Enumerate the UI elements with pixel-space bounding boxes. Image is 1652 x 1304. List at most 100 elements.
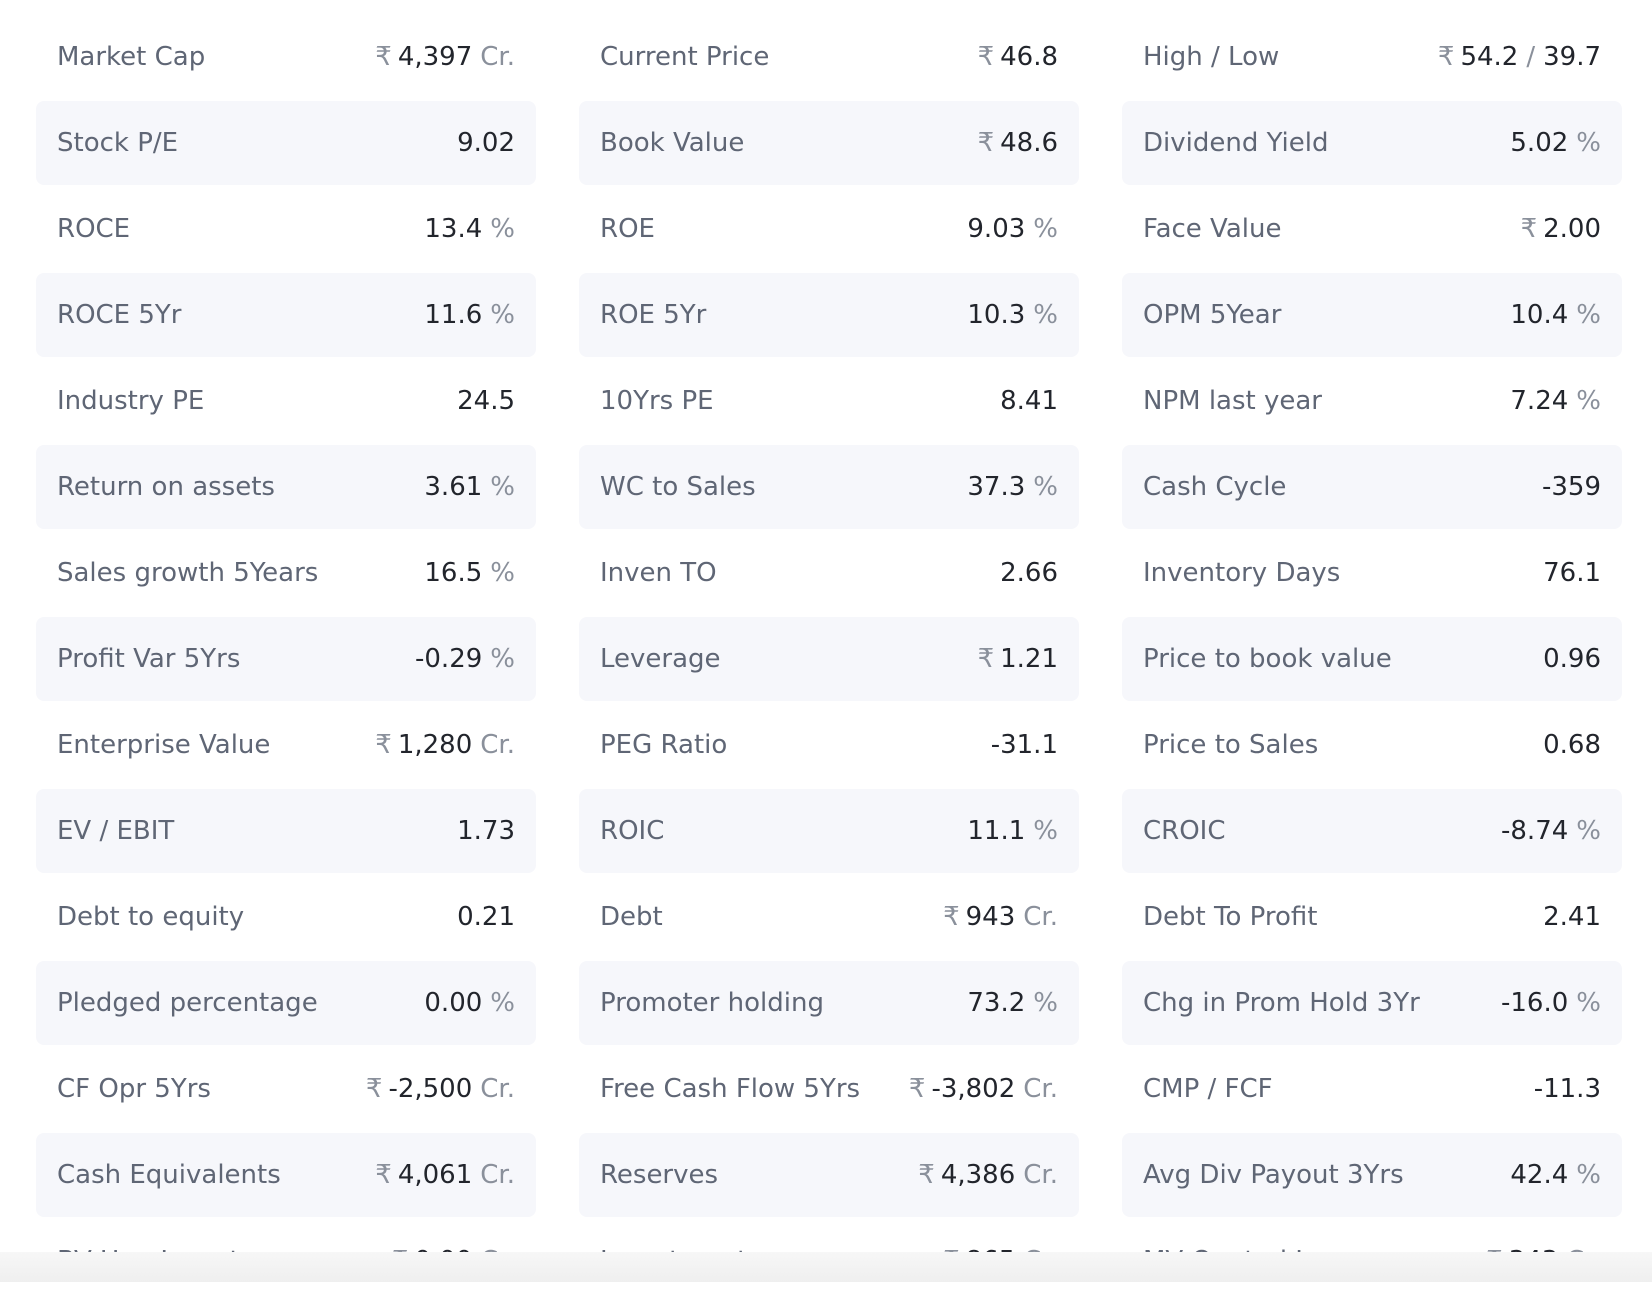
ratio-value: 13.4% (424, 214, 515, 244)
ratio-value: 7.24% (1510, 386, 1601, 416)
ratio-number: 2.41 (1543, 902, 1601, 932)
ratio-label: PEG Ratio (600, 730, 728, 760)
ratio-label: Book Value (600, 128, 745, 158)
ratio-unit: % (490, 644, 515, 674)
ratio-value: 0.00% (424, 988, 515, 1018)
ratio-item: ROE 5Yr 10.3% (579, 273, 1079, 357)
ratio-item: High / Low ₹54.2/39.7 (1122, 15, 1622, 99)
ratio-value: ₹4,061 Cr. (375, 1160, 515, 1190)
ratio-value: 2.66 (1000, 558, 1058, 588)
ratio-item: PEG Ratio -31.1 (579, 703, 1079, 787)
ratio-label: Price to Sales (1143, 730, 1319, 760)
ratio-number: 5.02 (1510, 128, 1569, 158)
ratio-number: 42.4 (1510, 1160, 1569, 1190)
ratio-unit: % (490, 558, 515, 588)
ratio-label: Debt to equity (57, 902, 245, 932)
ratio-unit: Cr. (1023, 1160, 1058, 1190)
ratio-value: ₹4,386 Cr. (918, 1160, 1058, 1190)
ratio-value: 3.61% (424, 472, 515, 502)
ratio-number: 4,061 (397, 1160, 473, 1190)
rupee-icon: ₹ (1437, 42, 1455, 72)
ratio-item: CMP / FCF -11.3 (1122, 1047, 1622, 1131)
ratio-number: 13.4 (424, 214, 483, 244)
ratio-label: Pledged percentage (57, 988, 318, 1018)
ratio-label: Profit Var 5Yrs (57, 644, 241, 674)
ratio-item: Enterprise Value ₹1,280 Cr. (36, 703, 536, 787)
ratio-item: Reserves ₹4,386 Cr. (579, 1133, 1079, 1217)
ratio-item: Debt to equity 0.21 (36, 875, 536, 959)
ratio-value: ₹4,397 Cr. (375, 42, 515, 72)
ratio-label: Market Cap (57, 42, 206, 72)
ratio-number: 3.61 (424, 472, 483, 502)
ratio-label: EV / EBIT (57, 816, 175, 846)
ratio-unit: % (490, 472, 515, 502)
ratio-item: Stock P/E 9.02 (36, 101, 536, 185)
ratio-item: Book Value ₹48.6 (579, 101, 1079, 185)
ratio-number: 76.1 (1543, 558, 1601, 588)
ratio-number: 11.1 (967, 816, 1026, 846)
ratio-item: Profit Var 5Yrs -0.29% (36, 617, 536, 701)
ratio-item: Leverage ₹1.21 (579, 617, 1079, 701)
ratio-number: 8.41 (1000, 386, 1058, 416)
ratio-label: Current Price (600, 42, 770, 72)
ratio-unit: Cr. (480, 1160, 515, 1190)
rupee-icon: ₹ (918, 1160, 935, 1190)
ratio-item: Pledged percentage 0.00% (36, 961, 536, 1045)
ratio-item: Return on assets 3.61% (36, 445, 536, 529)
ratio-number: -3,802 (931, 1074, 1016, 1104)
ratio-unit: % (1576, 300, 1601, 330)
ratio-label: Inventory Days (1143, 558, 1341, 588)
ratio-number: -8.74 (1501, 816, 1569, 846)
ratio-item: ROE 9.03% (579, 187, 1079, 271)
ratio-item: Sales growth 5Years 16.5% (36, 531, 536, 615)
ratio-item: WC to Sales 37.3% (579, 445, 1079, 529)
ratio-number: 943 (965, 902, 1016, 932)
ratio-value: 9.03% (967, 214, 1058, 244)
ratio-label: Face Value (1143, 214, 1282, 244)
ratio-value: 24.5 (457, 386, 515, 416)
ratio-label: Stock P/E (57, 128, 179, 158)
ratio-item: Face Value ₹2.00 (1122, 187, 1622, 271)
ratio-label: Industry PE (57, 386, 205, 416)
ratio-number: 9.03 (967, 214, 1026, 244)
ratio-label: Debt To Profit (1143, 902, 1318, 932)
ratio-value: 11.6% (424, 300, 515, 330)
ratio-number: -31.1 (990, 730, 1058, 760)
ratio-item: Free Cash Flow 5Yrs ₹ -3,802 Cr. (579, 1047, 1079, 1131)
ratio-item: Price to Sales 0.68 (1122, 703, 1622, 787)
rupee-icon: ₹ (375, 42, 392, 72)
rupee-icon: ₹ (977, 42, 995, 72)
ratio-value: ₹48.6 (978, 128, 1058, 158)
ratio-value: ₹2.00 (1521, 214, 1601, 244)
ratio-label: OPM 5Year (1143, 300, 1282, 330)
ratio-label: Inven TO (600, 558, 717, 588)
ratio-value: 0.21 (457, 902, 515, 932)
ratio-number: 1.73 (457, 816, 515, 846)
ratio-label: ROCE 5Yr (57, 300, 182, 330)
ratio-value: -16.0% (1501, 988, 1601, 1018)
ratio-number: 39.7 (1543, 42, 1601, 72)
ratio-label: Price to book value (1143, 644, 1392, 674)
ratio-number: 10.4 (1510, 300, 1569, 330)
rupee-icon: ₹ (943, 902, 960, 932)
ratio-label: Enterprise Value (57, 730, 271, 760)
ratio-number: -2,500 (388, 1074, 473, 1104)
ratio-number: 16.5 (424, 558, 483, 588)
ratio-value: -8.74% (1501, 816, 1601, 846)
ratio-item: Current Price ₹46.8 (579, 15, 1079, 99)
scroll-fade (0, 1252, 1652, 1282)
ratio-value: ₹1,280 Cr. (375, 730, 515, 760)
ratio-item: EV / EBIT 1.73 (36, 789, 536, 873)
ratio-label: Reserves (600, 1160, 719, 1190)
ratio-value: 9.02 (457, 128, 515, 158)
ratio-unit: Cr. (1023, 902, 1058, 932)
ratio-item: Debt To Profit 2.41 (1122, 875, 1622, 959)
ratio-label: Cash Cycle (1143, 472, 1287, 502)
ratio-label: Dividend Yield (1143, 128, 1329, 158)
ratio-label: CF Opr 5Yrs (57, 1074, 211, 1104)
ratio-number: 46.8 (1000, 42, 1058, 72)
ratio-value: 2.41 (1543, 902, 1601, 932)
ratio-unit: % (1033, 300, 1058, 330)
ratio-item: Market Cap ₹4,397 Cr. (36, 15, 536, 99)
ratio-value: ₹1.21 (978, 644, 1058, 674)
